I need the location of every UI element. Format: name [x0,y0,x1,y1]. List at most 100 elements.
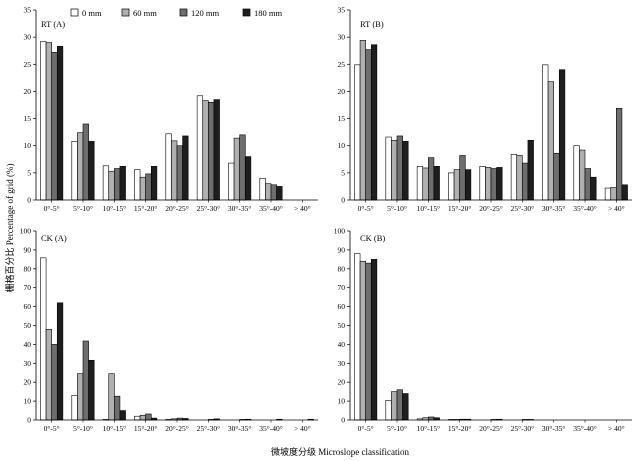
x-tick-label: 0°-5° [358,424,374,433]
bar [402,393,409,421]
chart-panel-2: 0 10 20 30 40 50 60 70 80 90 100 0°-5° 5°-10° 10°-15°… [20,227,318,433]
bar [453,169,460,201]
y-tick-label: 0 [341,196,345,205]
bar [485,167,492,201]
y-tick-label: 30 [24,359,32,368]
x-tick-label: 15°-20° [134,424,158,433]
bar [396,135,403,201]
bar [134,415,141,421]
bar [573,145,580,201]
bar [448,172,455,201]
bar [276,186,283,201]
bar [228,162,235,201]
x-tick-label: 20°-25° [165,204,189,213]
legend-label-2: 120 mm [191,8,219,18]
bar [239,134,246,201]
bar [56,302,64,421]
x-tick-label: 25°-30° [197,204,221,213]
bar [553,153,560,201]
bar [558,69,566,201]
y-tick-label: 30 [338,33,346,42]
legend-swatch-3 [242,8,251,17]
bar [610,187,617,201]
bar [365,262,372,421]
bar [82,123,89,201]
bar [176,145,183,201]
x-tick-label: 15°-20° [448,424,472,433]
x-tick-label: 25°-30° [511,424,535,433]
y-tick-label: 60 [338,302,346,311]
bar [547,81,554,201]
y-tick-label: 5 [27,168,31,177]
x-tick-label: 10°-15° [417,204,441,213]
x-tick-label: 5°-10° [387,204,407,213]
chart-panel-1: 0 5 10 15 20 25 30 35 0°-5° 5°-10° 10°-15° 15°-20° 2… [338,6,632,213]
x-tick-label: 30°-35° [228,424,252,433]
bar [433,166,440,201]
y-tick-label: 15 [24,114,32,123]
bar [108,373,115,421]
y-tick-label: 20 [24,87,32,96]
bar [370,259,378,421]
legend-label-0: 0 mm [82,8,102,18]
x-tick-label: 20°-25° [479,204,503,213]
bar [365,49,372,201]
x-axis-label: 微坡度分级 Microslope classification [271,446,409,457]
legend: 0 mm 60 mm 120 mm 180 mm [70,8,282,18]
y-tick-label: 10 [24,397,32,406]
panel-title: RT (B) [360,19,384,29]
bar [171,140,178,201]
y-tick-label: 20 [24,378,32,387]
x-tick-label: 20°-25° [479,424,503,433]
x-tick-label: > 40° [608,424,625,433]
bar [584,168,591,201]
y-tick-label: 90 [338,245,346,254]
y-tick-label: 25 [338,60,346,69]
bar [208,101,215,201]
x-tick-label: 35°-40° [259,424,283,433]
bar [459,155,466,201]
x-tick-label: 10°-15° [417,424,441,433]
x-tick-label: 35°-40° [573,424,597,433]
bar [108,170,115,201]
x-tick-label: 25°-30° [197,424,221,433]
bar [77,132,84,201]
y-tick-label: 25 [24,60,32,69]
bar [522,162,529,201]
bar [71,141,78,201]
x-tick-label: 5°-10° [387,424,407,433]
legend-label-1: 60 mm [133,8,157,18]
bar [464,169,472,201]
y-tick-label: 60 [24,302,32,311]
x-tick-label: 0°-5° [44,424,60,433]
x-tick-label: 35°-40° [259,204,283,213]
y-tick-label: 20 [338,378,346,387]
bar [114,395,121,421]
y-tick-label: 0 [27,196,31,205]
legend-swatch-0 [70,8,79,17]
legend-swatch-2 [179,8,188,17]
bar [270,184,277,201]
bar [145,413,152,421]
y-tick-label: 90 [24,245,32,254]
y-tick-label: 50 [338,321,346,330]
bar [202,100,209,201]
bar [102,165,110,201]
y-tick-label: 5 [341,168,345,177]
y-tick-label: 30 [24,33,32,42]
bar [396,389,403,421]
bar [45,328,52,421]
bar [259,177,266,201]
legend-label-3: 180 mm [254,8,282,18]
bar [402,141,409,201]
bar [119,410,126,421]
x-tick-label: 0°-5° [44,204,60,213]
bar [40,41,47,201]
x-tick-label: 30°-35° [542,204,566,213]
y-tick-label: 10 [24,141,32,150]
bar [428,416,435,421]
bar [82,340,89,421]
bar [359,260,366,421]
bar [40,257,47,421]
